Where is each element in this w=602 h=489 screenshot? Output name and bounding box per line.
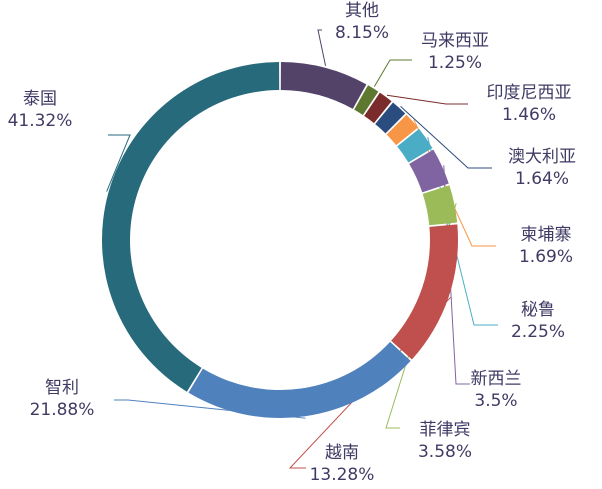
slice-9-leader-line — [114, 399, 306, 419]
slice-8-arc — [391, 224, 458, 360]
slice-2-arc — [364, 92, 392, 124]
slice-0-percent-label: 8.15% — [335, 23, 389, 43]
slice-5-name-label: 秘鲁 — [521, 300, 555, 320]
slice-6-arc — [409, 149, 449, 193]
slice-10-percent-label: 41.32% — [8, 111, 73, 131]
slice-7-percent-label: 3.58% — [418, 442, 472, 462]
slice-4-percent-label: 1.69% — [519, 247, 573, 267]
slice-9-name-label: 智利 — [45, 378, 79, 398]
slice-5-percent-label: 2.25% — [511, 322, 565, 342]
slice-6-name-label: 新西兰 — [471, 369, 522, 389]
slice-7-name-label: 菲律宾 — [420, 420, 471, 440]
slice-2-percent-label: 1.46% — [502, 105, 556, 125]
slice-0-leader-line — [317, 29, 327, 66]
slice-2-name-label: 印度尼西亚 — [487, 83, 572, 103]
slice-1-leader-line — [373, 59, 412, 87]
slice-9-percent-label: 21.88% — [30, 400, 95, 420]
slice-5-arc — [397, 128, 433, 163]
slice-7-arc — [422, 185, 458, 226]
slice-1-name-label: 马来西亚 — [421, 31, 489, 51]
slice-3-name-label: 澳大利亚 — [508, 147, 576, 167]
slice-4-arc — [386, 114, 418, 146]
slice-10-arc — [102, 62, 280, 392]
slice-4-name-label: 柬埔寨 — [521, 225, 572, 245]
slice-1-arc — [354, 85, 379, 115]
slice-10-leader-line — [106, 134, 131, 192]
slice-0-name-label: 其他 — [345, 1, 379, 21]
slice-6-percent-label: 3.5% — [474, 391, 517, 411]
slice-10-name-label: 泰国 — [23, 89, 57, 109]
slice-3-leader-line — [400, 105, 492, 169]
slice-9-arc — [188, 341, 411, 418]
slice-8-percent-label: 13.28% — [310, 465, 375, 485]
slice-2-leader-line — [386, 94, 468, 105]
slice-1-percent-label: 1.25% — [428, 53, 482, 73]
slice-8-name-label: 越南 — [325, 443, 359, 463]
slice-3-arc — [375, 102, 406, 134]
slice-3-percent-label: 1.64% — [515, 169, 569, 189]
slice-0-arc — [280, 62, 367, 109]
